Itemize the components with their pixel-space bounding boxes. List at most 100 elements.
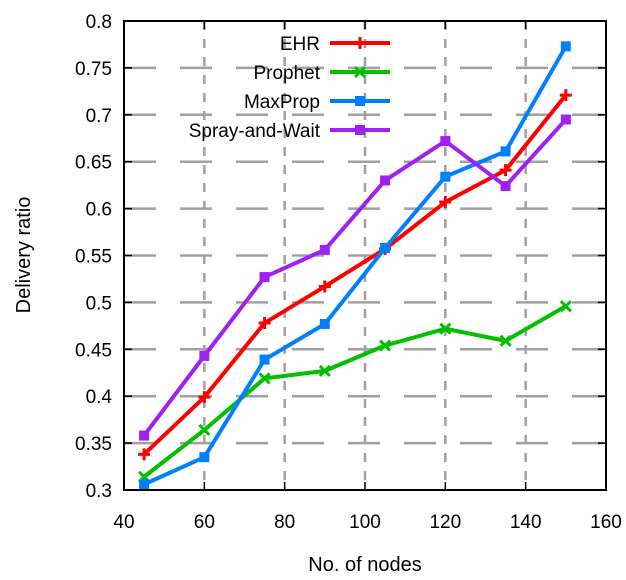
y-tick-label: 0.6 bbox=[86, 200, 112, 221]
y-tick-label: 0.45 bbox=[75, 340, 112, 361]
data-point-ehr-shape bbox=[559, 89, 572, 102]
legend-label-spray-and-wait: Spray-and-Wait bbox=[189, 121, 321, 142]
data-point-ehr-shape bbox=[439, 196, 452, 209]
data-point-ehr-shape bbox=[499, 164, 512, 177]
data-point-prophet bbox=[318, 364, 331, 377]
ticks: 40 60 80 100 120 140 160 0.3 0.35 0.4 0.45 0.5 0.55 0… bbox=[75, 12, 622, 533]
data-point-spray-and-wait-shape bbox=[199, 350, 210, 361]
data-point-maxprop bbox=[380, 242, 391, 253]
data-point-spray-and-wait bbox=[500, 181, 511, 192]
legend-marker-maxprop bbox=[355, 96, 365, 106]
y-tick-label: 0.35 bbox=[75, 434, 112, 455]
data-point-maxprop bbox=[139, 479, 150, 490]
series-line-maxprop bbox=[143, 45, 568, 487]
data-point-maxprop-shape bbox=[500, 146, 511, 157]
data-point-prophet bbox=[499, 334, 512, 347]
y-tick-label: 0.8 bbox=[86, 12, 112, 33]
data-point-spray-and-wait bbox=[199, 350, 210, 361]
data-point-spray-and-wait bbox=[560, 114, 571, 125]
data-point-ehr-shape bbox=[198, 391, 211, 404]
data-point-ehr bbox=[318, 280, 331, 293]
legend-marker-maxprop-shape bbox=[355, 96, 365, 106]
x-tick-label: 40 bbox=[113, 512, 134, 533]
data-point-spray-and-wait-shape bbox=[500, 181, 511, 192]
data-point-prophet-shape bbox=[318, 364, 331, 377]
legend-label-prophet: Prophet bbox=[253, 63, 320, 84]
data-point-spray-and-wait bbox=[440, 136, 451, 147]
y-tick-label: 0.65 bbox=[75, 153, 112, 174]
legend-marker-spray-and-wait-shape bbox=[355, 125, 365, 135]
data-point-prophet bbox=[258, 372, 271, 385]
series-line-spray-and-wait bbox=[142, 118, 568, 437]
legend-marker-prophet bbox=[353, 65, 367, 79]
data-point-ehr bbox=[138, 448, 151, 461]
data-point-ehr bbox=[198, 391, 211, 404]
x-tick-label: 60 bbox=[194, 512, 215, 533]
data-point-spray-and-wait bbox=[259, 272, 270, 283]
x-tick-label: 80 bbox=[274, 512, 295, 533]
y-tick-label: 0.4 bbox=[86, 387, 113, 408]
data-point-maxprop-shape bbox=[560, 41, 571, 52]
legend-label-ehr: EHR bbox=[280, 34, 320, 55]
data-point-maxprop-shape bbox=[259, 354, 270, 365]
x-tick-label: 140 bbox=[510, 512, 542, 533]
data-point-maxprop-shape bbox=[139, 479, 150, 490]
data-point-spray-and-wait-shape bbox=[259, 272, 270, 283]
legend-marker-spray-and-wait bbox=[355, 125, 365, 135]
legend-label-maxprop: MaxProp bbox=[244, 92, 320, 113]
data-point-prophet-shape bbox=[198, 423, 211, 437]
data-point-maxprop-shape bbox=[319, 318, 330, 329]
data-point-maxprop-shape bbox=[199, 452, 210, 463]
data-point-spray-and-wait-shape bbox=[139, 430, 150, 441]
data-point-prophet-shape bbox=[499, 334, 512, 347]
data-point-prophet-shape bbox=[258, 372, 271, 385]
data-point-ehr bbox=[499, 164, 512, 177]
data-point-maxprop bbox=[560, 41, 571, 52]
x-axis-title: No. of nodes bbox=[308, 554, 421, 575]
data-point-spray-and-wait-shape bbox=[380, 175, 391, 186]
legend-marker-ehr bbox=[354, 37, 366, 49]
y-tick-label: 0.5 bbox=[86, 293, 112, 314]
data-point-maxprop bbox=[440, 171, 451, 182]
data-point-spray-and-wait-shape bbox=[440, 136, 451, 147]
data-point-ehr-shape bbox=[318, 280, 331, 293]
data-point-maxprop bbox=[500, 146, 511, 157]
data-point-spray-and-wait bbox=[319, 244, 330, 255]
data-point-prophet-shape bbox=[439, 322, 452, 335]
data-point-ehr-shape bbox=[138, 448, 151, 461]
grid bbox=[124, 21, 606, 490]
legend-marker-prophet-shape bbox=[353, 65, 367, 79]
y-tick-label: 0.7 bbox=[86, 106, 112, 127]
data-point-prophet-shape bbox=[559, 300, 572, 313]
y-axis-title: Delivery ratio bbox=[13, 197, 35, 314]
data-point-prophet bbox=[439, 322, 452, 335]
data-point-maxprop-shape bbox=[380, 242, 391, 253]
data-point-spray-and-wait-shape bbox=[319, 244, 330, 255]
series-line-prophet bbox=[142, 304, 567, 479]
y-tick-label: 0.75 bbox=[75, 59, 112, 80]
data-point-spray-and-wait-shape bbox=[560, 114, 571, 125]
series-line-ehr bbox=[142, 93, 568, 456]
x-tick-label: 120 bbox=[429, 512, 461, 533]
data-point-spray-and-wait bbox=[139, 430, 150, 441]
data-point-maxprop bbox=[259, 354, 270, 365]
data-point-spray-and-wait bbox=[380, 175, 391, 186]
data-point-prophet-shape bbox=[379, 339, 392, 352]
y-tick-label: 0.3 bbox=[86, 481, 112, 502]
x-tick-label: 160 bbox=[590, 512, 622, 533]
data-point-prophet bbox=[559, 300, 572, 313]
data-point-prophet bbox=[379, 339, 392, 352]
legend: EHR Prophet MaxProp Spray-and-Wait bbox=[189, 34, 390, 142]
data-point-maxprop bbox=[319, 318, 330, 329]
data-point-ehr-shape bbox=[258, 317, 271, 330]
data-point-maxprop-shape bbox=[440, 171, 451, 182]
data-point-ehr bbox=[559, 89, 572, 102]
y-tick-label: 0.55 bbox=[75, 247, 112, 268]
x-tick-label: 100 bbox=[349, 512, 381, 533]
data-point-ehr bbox=[258, 317, 271, 330]
legend-marker-ehr-shape bbox=[354, 37, 366, 49]
data-point-maxprop bbox=[199, 452, 210, 463]
data-point-ehr bbox=[439, 196, 452, 209]
